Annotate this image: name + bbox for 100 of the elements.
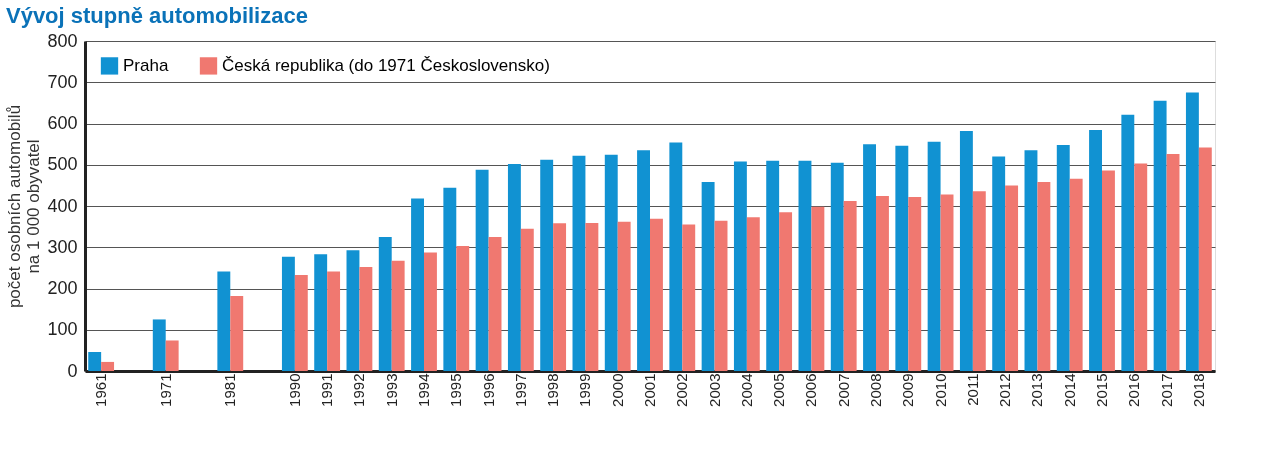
bar bbox=[88, 352, 102, 371]
y-axis-title: počet osobních automobilů na 1 000 obyvatel bbox=[5, 104, 44, 309]
bar bbox=[1005, 185, 1019, 371]
bar bbox=[1185, 92, 1199, 371]
x-tick-label: 1999 bbox=[576, 373, 594, 407]
bar bbox=[217, 271, 231, 371]
bar bbox=[411, 198, 424, 371]
bar bbox=[1121, 114, 1135, 371]
x-tick-label: 1992 bbox=[350, 373, 368, 407]
bar bbox=[617, 221, 631, 371]
bar bbox=[895, 145, 909, 371]
x-tick-label: 1995 bbox=[447, 373, 465, 407]
x-tick-label: 1994 bbox=[415, 373, 432, 407]
bar bbox=[779, 212, 793, 371]
bar bbox=[520, 228, 534, 371]
x-tick-label: 2009 bbox=[899, 373, 917, 407]
bar bbox=[314, 254, 328, 371]
y-tick-label: 200 bbox=[47, 278, 78, 298]
x-tick-label: 2010 bbox=[931, 373, 949, 407]
x-tick-label: 2008 bbox=[867, 373, 884, 407]
x-tick-label: 2017 bbox=[1157, 373, 1175, 407]
bar bbox=[1037, 182, 1051, 371]
bar bbox=[152, 319, 166, 371]
bar bbox=[585, 222, 599, 371]
bar bbox=[843, 201, 857, 371]
x-tick-label: 2018 bbox=[1189, 373, 1207, 407]
x-tick-label: 1993 bbox=[382, 373, 400, 407]
x-tick-label: 2016 bbox=[1125, 373, 1143, 407]
bar bbox=[1198, 147, 1212, 371]
y-tick-label: 0 bbox=[67, 360, 78, 381]
bar bbox=[637, 150, 650, 371]
bar bbox=[908, 196, 922, 371]
x-tick-label: 1996 bbox=[479, 373, 497, 407]
x-tick-label: 2000 bbox=[608, 373, 626, 407]
x-tick-label: 1997 bbox=[511, 373, 529, 407]
bar bbox=[959, 130, 973, 371]
bar bbox=[553, 223, 567, 371]
bar bbox=[443, 187, 457, 371]
x-tick-label: 2002 bbox=[673, 373, 691, 407]
x-tick-label: 2005 bbox=[770, 373, 788, 407]
x-tick-label: 1971 bbox=[156, 373, 174, 407]
x-tick-label: 2012 bbox=[996, 373, 1014, 407]
bar bbox=[1024, 150, 1038, 371]
x-tick-label: 1990 bbox=[285, 373, 303, 407]
bar bbox=[424, 252, 437, 371]
bar bbox=[101, 361, 115, 371]
bar bbox=[1102, 170, 1115, 371]
bar bbox=[876, 196, 889, 371]
bar bbox=[1089, 130, 1102, 371]
bar bbox=[992, 156, 1006, 371]
bar bbox=[230, 295, 244, 371]
x-tick-label: 2004 bbox=[737, 373, 755, 407]
bar bbox=[1166, 154, 1180, 371]
y-tick-label: 800 bbox=[47, 30, 78, 51]
x-tick-label: 1998 bbox=[544, 373, 562, 407]
bar bbox=[488, 236, 502, 371]
bar bbox=[701, 182, 715, 371]
bar bbox=[1153, 100, 1167, 371]
x-tick-label: 2003 bbox=[705, 373, 723, 407]
bar bbox=[391, 260, 405, 371]
y-tick-label: 400 bbox=[47, 195, 78, 216]
bar bbox=[811, 206, 825, 371]
bar bbox=[682, 224, 696, 371]
bar bbox=[281, 256, 295, 371]
bar bbox=[346, 250, 360, 371]
x-tick-label: 1961 bbox=[92, 373, 110, 407]
bar bbox=[733, 161, 747, 371]
bar bbox=[1056, 144, 1070, 371]
x-tick-label: 2014 bbox=[1060, 373, 1078, 407]
bar bbox=[714, 220, 728, 371]
bar bbox=[604, 154, 618, 371]
y-tick-label: 100 bbox=[47, 319, 78, 340]
x-tick-label: 2013 bbox=[1028, 373, 1046, 407]
bar bbox=[830, 162, 844, 371]
x-tick-label: 2006 bbox=[802, 373, 820, 407]
bar bbox=[863, 144, 876, 371]
bar bbox=[359, 267, 373, 371]
y-tick-label: 600 bbox=[47, 113, 78, 133]
x-tick-label: 2001 bbox=[641, 373, 658, 407]
x-tick-label: 1991 bbox=[318, 373, 336, 407]
bar bbox=[766, 160, 780, 371]
bar bbox=[165, 340, 179, 371]
bar bbox=[972, 191, 986, 371]
legend-label: Praha bbox=[123, 55, 169, 75]
bar bbox=[1134, 163, 1148, 371]
legend-label: Česká republika (do 1971 Československo) bbox=[222, 55, 550, 75]
y-tick-label: 500 bbox=[47, 154, 78, 175]
bar bbox=[572, 155, 586, 371]
bar bbox=[940, 194, 954, 371]
bar bbox=[927, 141, 941, 371]
y-tick-label: 700 bbox=[47, 71, 78, 92]
y-tick-label: 300 bbox=[47, 236, 78, 257]
bar bbox=[650, 218, 663, 371]
x-tick-label: 2007 bbox=[834, 373, 852, 407]
bar bbox=[294, 274, 308, 371]
x-tick-label: 1981 bbox=[221, 373, 239, 407]
chart-title: Vývoj stupně automobilizace bbox=[5, 3, 308, 28]
bar bbox=[746, 217, 760, 371]
bar bbox=[378, 236, 392, 371]
bar bbox=[475, 169, 489, 371]
